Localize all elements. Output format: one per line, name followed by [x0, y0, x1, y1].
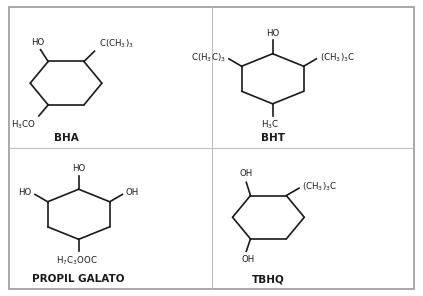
Text: TBHQ: TBHQ: [252, 274, 285, 284]
Text: HO: HO: [266, 28, 279, 38]
Text: H$_3$C: H$_3$C: [261, 118, 280, 131]
Text: BHA: BHA: [54, 133, 78, 143]
Text: HO: HO: [72, 164, 85, 173]
Text: OH: OH: [126, 189, 139, 197]
Text: OH: OH: [242, 255, 255, 264]
Text: C(H$_3$C)$_3$: C(H$_3$C)$_3$: [191, 51, 225, 64]
Text: PROPIL GALATO: PROPIL GALATO: [33, 274, 125, 284]
FancyBboxPatch shape: [9, 7, 414, 289]
Text: H$_7$C$_3$OOC: H$_7$C$_3$OOC: [55, 254, 98, 267]
Text: HO: HO: [18, 189, 32, 197]
Text: HO: HO: [31, 38, 44, 47]
Text: OH: OH: [240, 169, 253, 178]
Text: C(CH$_3$)$_3$: C(CH$_3$)$_3$: [99, 37, 134, 50]
Text: (CH$_3$)$_3$C: (CH$_3$)$_3$C: [320, 51, 355, 64]
Text: BHT: BHT: [261, 133, 285, 143]
Text: H$_3$CO: H$_3$CO: [11, 118, 36, 131]
Text: (CH$_3$)$_3$C: (CH$_3$)$_3$C: [302, 181, 338, 193]
